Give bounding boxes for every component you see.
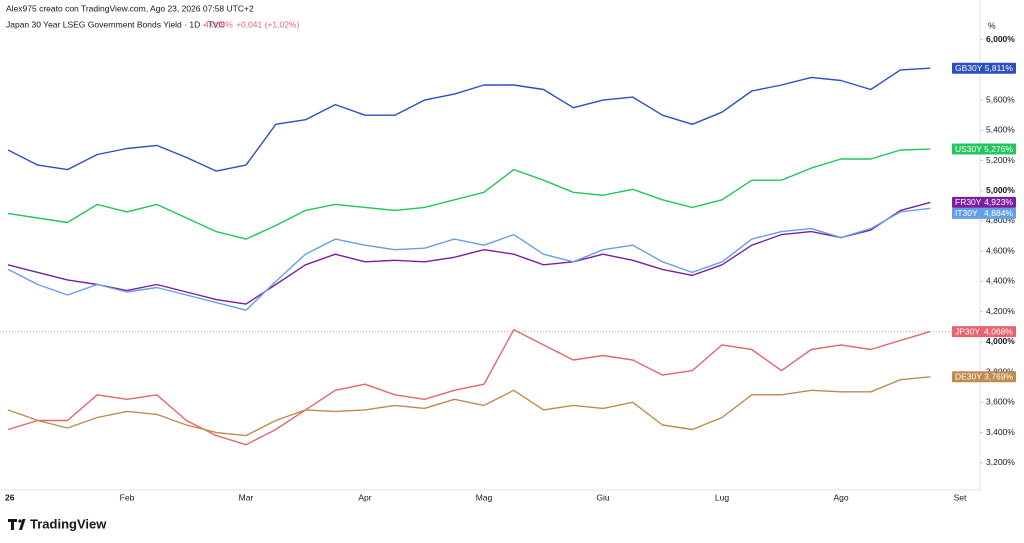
- y-tick-label: 5,200%: [986, 155, 1015, 165]
- x-tick-label: Mar: [239, 492, 254, 502]
- x-tick-label: Ago: [833, 492, 848, 502]
- series-line: [7, 207, 931, 311]
- tag-value: 4,923%: [984, 197, 1013, 207]
- x-tick-label: 26: [5, 492, 15, 502]
- y-tick-label: 5,600%: [986, 94, 1015, 104]
- y-tick-label: 3,600%: [986, 397, 1015, 407]
- tag-value: 5,811%: [985, 63, 1014, 73]
- tag-name: US30Y: [955, 144, 982, 154]
- x-tick-label: Mag: [476, 492, 493, 502]
- tag-value: 3,769%: [984, 372, 1013, 382]
- y-tick-label: 4,000%: [986, 336, 1015, 346]
- x-tick-label: Giu: [596, 492, 610, 502]
- series-line: [7, 201, 931, 305]
- series-line: [7, 329, 931, 446]
- last-price: 4,068%: [204, 19, 233, 29]
- brand: TradingView: [30, 516, 107, 531]
- y-tick-label: 3,200%: [986, 457, 1015, 467]
- tag-name: JP30Y: [955, 326, 980, 336]
- price-tag: [952, 371, 1016, 383]
- tag-name: IT30Y: [955, 208, 978, 218]
- tag-value: 5,276%: [984, 144, 1013, 154]
- series-line: [7, 148, 931, 240]
- y-unit: %: [988, 20, 996, 30]
- price-tag: [952, 326, 1016, 338]
- y-tick-label: 5,400%: [986, 125, 1015, 135]
- y-tick-label: 4,600%: [986, 245, 1015, 255]
- x-tick-label: Apr: [358, 492, 371, 502]
- series-line: [7, 67, 931, 172]
- credit: Alex975 creato con TradingView.com, Ago …: [6, 3, 254, 13]
- price-tag: [952, 143, 1016, 155]
- tag-name: DE30Y: [955, 372, 982, 382]
- price-change: +0,041 (+1,02%): [236, 19, 299, 29]
- x-tick-label: Set: [954, 492, 967, 502]
- y-tick-label: 4,800%: [986, 215, 1015, 225]
- logo: [8, 519, 26, 530]
- x-tick-label: Feb: [120, 492, 135, 502]
- x-tick-label: Lug: [715, 492, 729, 502]
- tag-value: 4,884%: [984, 208, 1013, 218]
- price-tag: [952, 196, 1016, 208]
- y-tick-label: 5,000%: [986, 185, 1015, 195]
- symbol: Japan 30 Year LSEG Government Bonds Yiel…: [6, 19, 225, 29]
- tag-name: GB30Y: [955, 63, 983, 73]
- y-tick-label: 4,400%: [986, 276, 1015, 286]
- tag-name: FR30Y: [955, 197, 982, 207]
- price-tag: [952, 207, 1016, 219]
- y-tick-label: 3,400%: [986, 427, 1015, 437]
- y-tick-label: 4,200%: [986, 306, 1015, 316]
- price-tag: [952, 62, 1016, 74]
- y-tick-label: 6,000%: [986, 34, 1015, 44]
- tag-value: 4,068%: [984, 326, 1013, 336]
- series-line: [7, 376, 931, 437]
